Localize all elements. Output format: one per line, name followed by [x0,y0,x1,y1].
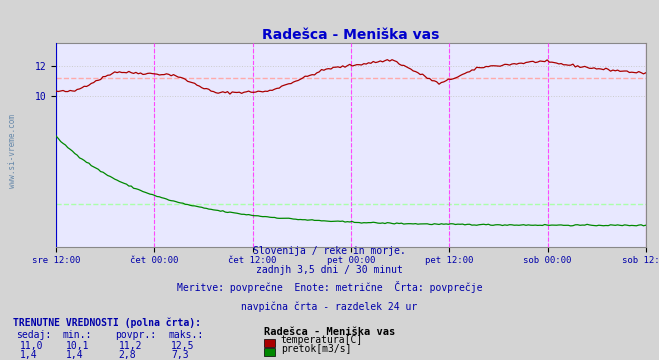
Text: Radešca - Meniška vas: Radešca - Meniška vas [264,327,395,337]
Text: pretok[m3/s]: pretok[m3/s] [281,344,351,354]
Text: temperatura[C]: temperatura[C] [281,335,363,345]
Text: 10,1: 10,1 [66,341,90,351]
Text: www.si-vreme.com: www.si-vreme.com [8,114,17,188]
Text: zadnjh 3,5 dni / 30 minut: zadnjh 3,5 dni / 30 minut [256,265,403,275]
Text: 12,5: 12,5 [171,341,195,351]
Text: navpična črta - razdelek 24 ur: navpična črta - razdelek 24 ur [241,301,418,312]
Text: Meritve: povprečne  Enote: metrične  Črta: povprečje: Meritve: povprečne Enote: metrične Črta:… [177,281,482,293]
Text: 11,0: 11,0 [20,341,43,351]
Text: sedaj:: sedaj: [16,330,51,341]
Text: 11,2: 11,2 [119,341,142,351]
Text: povpr.:: povpr.: [115,330,156,341]
Text: min.:: min.: [63,330,92,341]
Text: 2,8: 2,8 [119,350,136,360]
Title: Radešca - Meniška vas: Radešca - Meniška vas [262,28,440,42]
Text: 7,3: 7,3 [171,350,189,360]
Text: 1,4: 1,4 [20,350,38,360]
Text: TRENUTNE VREDNOSTI (polna črta):: TRENUTNE VREDNOSTI (polna črta): [13,317,201,328]
Text: maks.:: maks.: [168,330,203,341]
Text: Slovenija / reke in morje.: Slovenija / reke in morje. [253,246,406,256]
Text: 1,4: 1,4 [66,350,84,360]
